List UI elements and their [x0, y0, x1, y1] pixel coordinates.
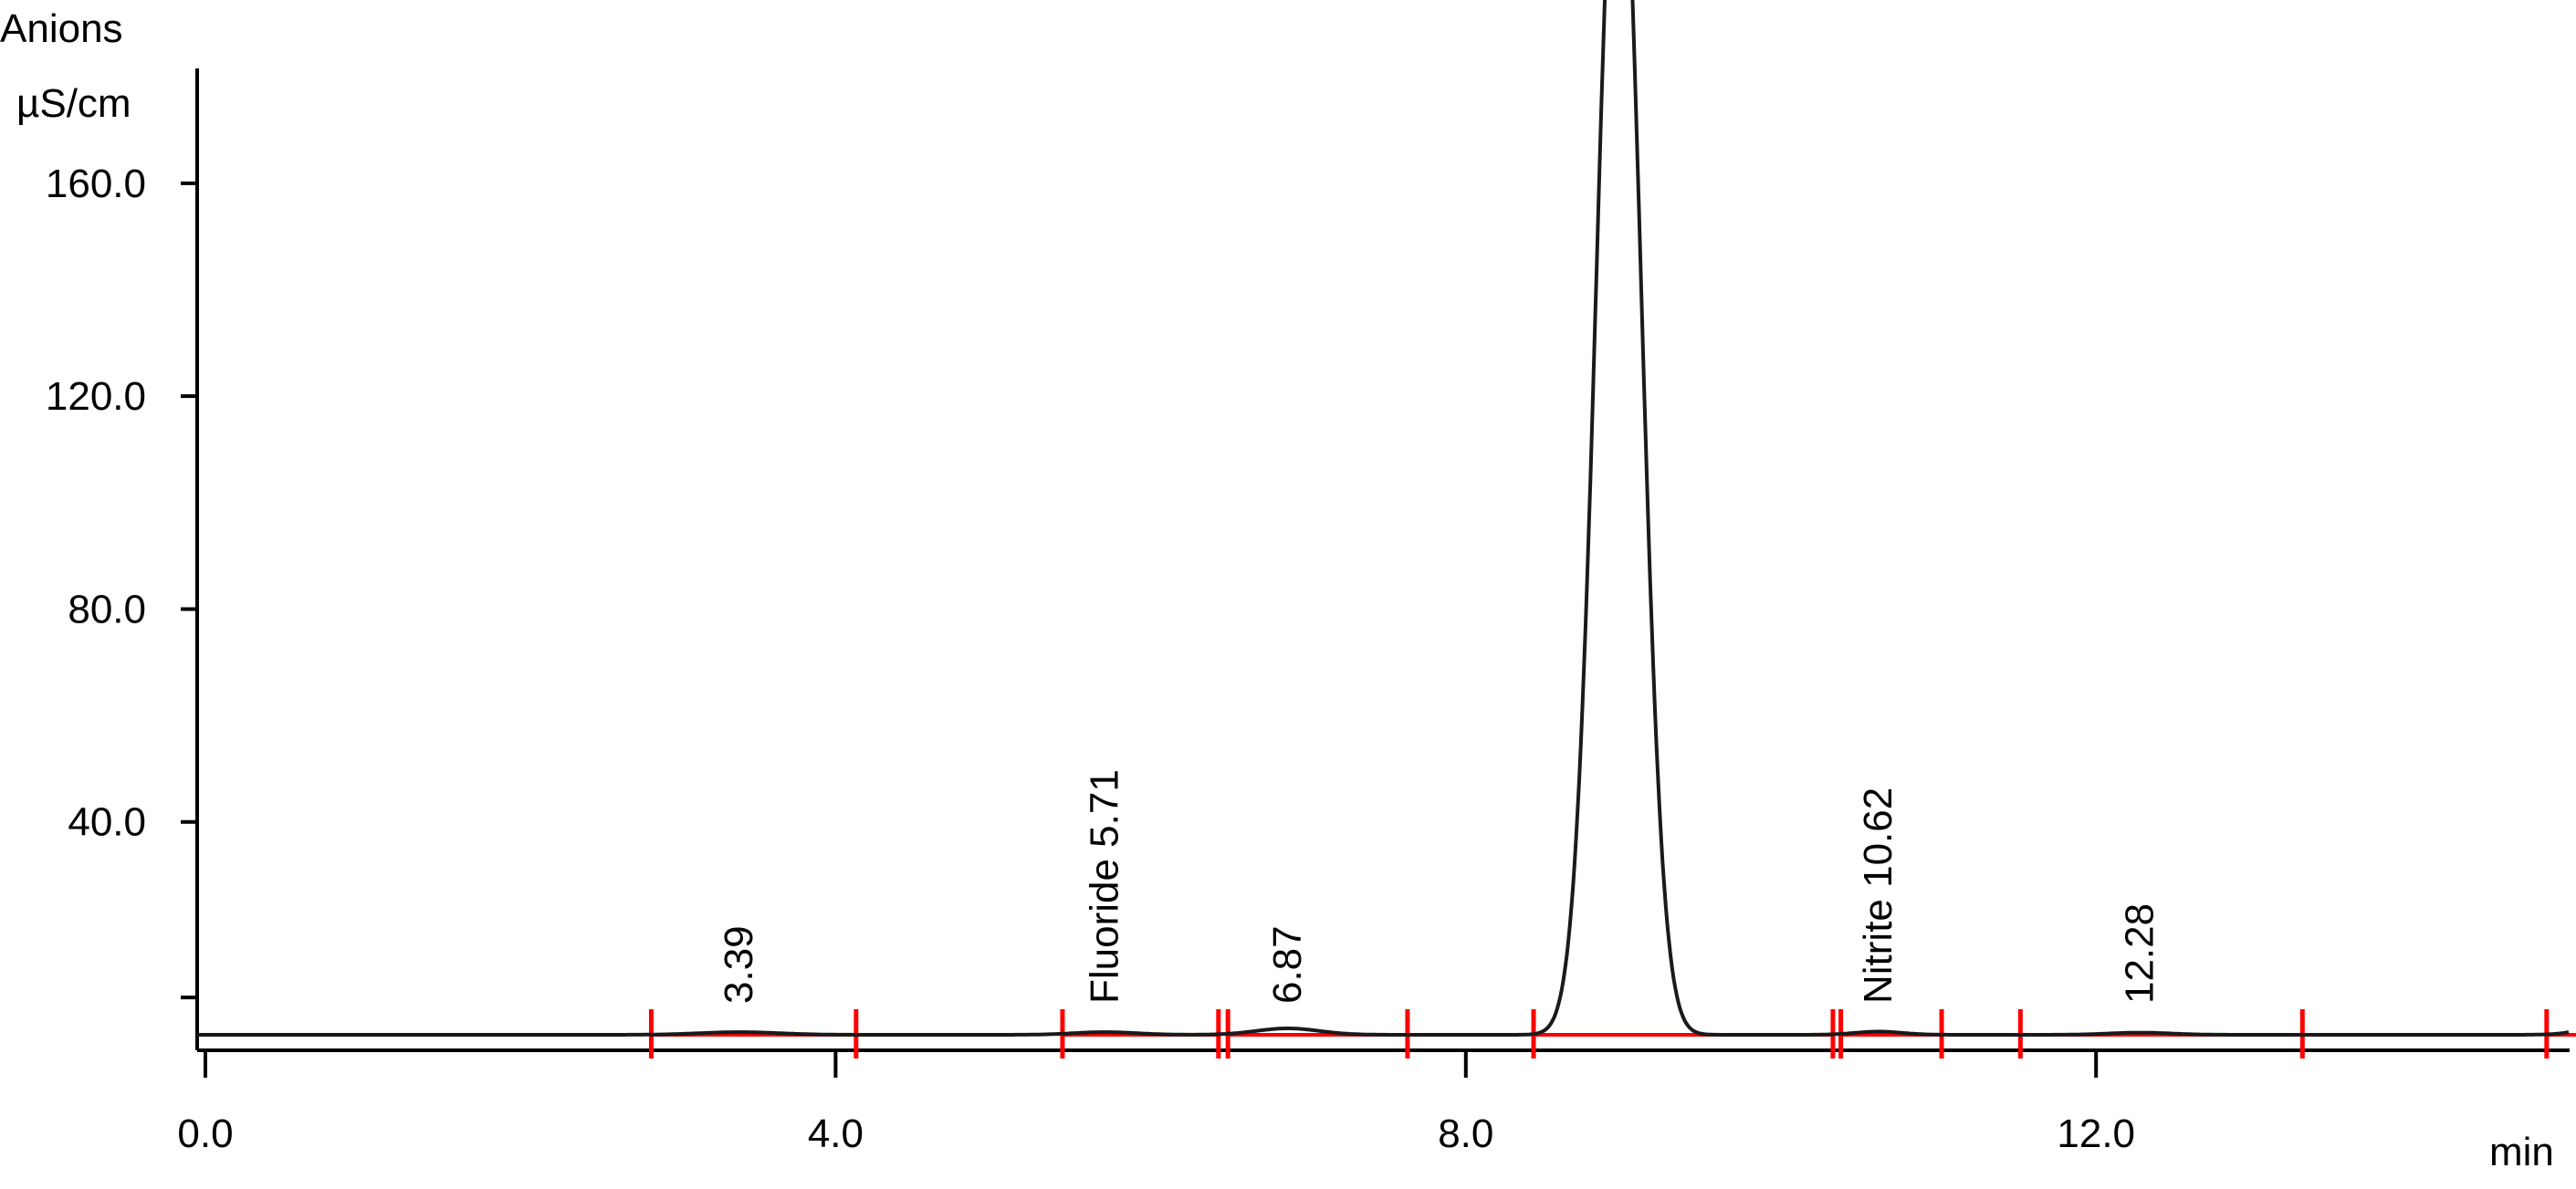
y-axis-title-line2: µS/cm — [16, 81, 131, 126]
chromatogram-trace-group — [197, 0, 2569, 1035]
y-tick-label: 80.0 — [68, 587, 146, 631]
peak-label: 6.87 — [1265, 925, 1310, 1004]
x-tick-label: 4.0 — [808, 1111, 864, 1156]
x-tick-label: 12.0 — [2057, 1111, 2135, 1156]
peak-label: Fluoride 5.71 — [1083, 769, 1127, 1004]
x-axis-title: min — [2489, 1130, 2554, 1174]
y-tick-label: 40.0 — [68, 800, 146, 845]
peak-label: 3.39 — [717, 925, 761, 1004]
y-tick-label: 120.0 — [46, 374, 146, 419]
peak-label: 12.28 — [2118, 903, 2162, 1004]
y-tick-label: 160.0 — [46, 162, 146, 206]
y-axis-title-line1: Anions — [0, 6, 123, 51]
x-tick-label: 0.0 — [177, 1111, 233, 1156]
axes: 40.080.0120.0160.0200.0240.0280.0320.00.… — [46, 0, 2576, 1156]
x-tick-label: 8.0 — [1438, 1111, 1493, 1156]
peak-label: Nitrite 10.62 — [1856, 787, 1901, 1004]
chromatogram-trace — [197, 0, 2569, 1035]
